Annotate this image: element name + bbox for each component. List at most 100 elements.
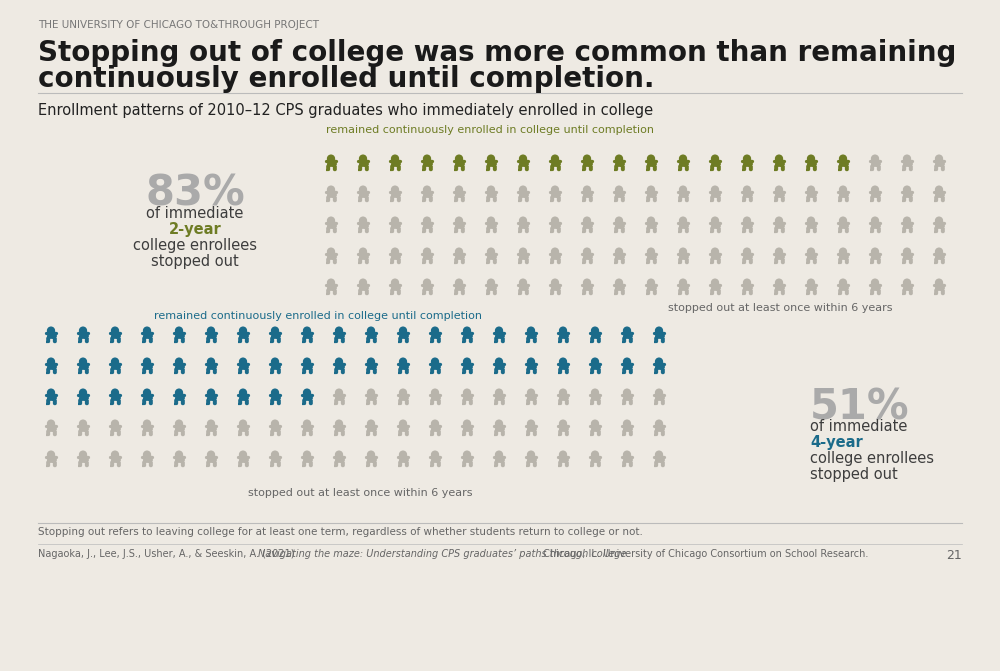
Circle shape bbox=[368, 451, 374, 458]
Circle shape bbox=[176, 420, 182, 427]
Circle shape bbox=[840, 186, 846, 193]
Bar bbox=[48, 424, 54, 429]
Text: of immediate: of immediate bbox=[146, 206, 244, 221]
Circle shape bbox=[488, 279, 494, 286]
Circle shape bbox=[336, 420, 342, 427]
Circle shape bbox=[584, 186, 590, 193]
Bar bbox=[712, 190, 718, 195]
Bar bbox=[592, 455, 598, 460]
Circle shape bbox=[680, 155, 686, 162]
Circle shape bbox=[240, 389, 246, 396]
Circle shape bbox=[392, 155, 398, 162]
Bar bbox=[328, 221, 334, 226]
Circle shape bbox=[456, 217, 462, 224]
Bar bbox=[808, 221, 814, 226]
Circle shape bbox=[400, 389, 406, 396]
Bar bbox=[368, 424, 374, 429]
Bar bbox=[680, 252, 686, 258]
Bar bbox=[80, 455, 86, 460]
Circle shape bbox=[432, 327, 438, 334]
Circle shape bbox=[328, 279, 334, 286]
Bar bbox=[48, 362, 54, 368]
Circle shape bbox=[616, 217, 622, 224]
Bar bbox=[392, 190, 398, 195]
Bar bbox=[328, 252, 334, 258]
Circle shape bbox=[272, 389, 278, 396]
Bar bbox=[904, 252, 910, 258]
Bar bbox=[496, 331, 502, 336]
Circle shape bbox=[488, 186, 494, 193]
Bar bbox=[584, 283, 590, 289]
Bar bbox=[656, 393, 662, 399]
Circle shape bbox=[872, 279, 878, 286]
Bar bbox=[744, 159, 750, 164]
Circle shape bbox=[48, 389, 54, 396]
Bar bbox=[744, 252, 750, 258]
Circle shape bbox=[936, 217, 942, 224]
Circle shape bbox=[904, 279, 910, 286]
Bar bbox=[464, 362, 470, 368]
Bar bbox=[840, 221, 846, 226]
Circle shape bbox=[456, 248, 462, 255]
Bar bbox=[776, 252, 782, 258]
Bar bbox=[488, 159, 494, 164]
Text: 21: 21 bbox=[946, 549, 962, 562]
Bar bbox=[272, 455, 278, 460]
Circle shape bbox=[624, 327, 630, 334]
Bar bbox=[336, 362, 342, 368]
Text: 83%: 83% bbox=[145, 173, 245, 215]
Bar bbox=[464, 455, 470, 460]
Text: Nagaoka, J., Lee, J.S., Usher, A., & Seeskin, A. (2021): Nagaoka, J., Lee, J.S., Usher, A., & See… bbox=[38, 549, 298, 559]
Bar bbox=[144, 331, 150, 336]
Circle shape bbox=[528, 451, 534, 458]
Bar bbox=[336, 455, 342, 460]
Bar bbox=[648, 190, 654, 195]
Circle shape bbox=[656, 389, 662, 396]
Bar bbox=[904, 159, 910, 164]
Circle shape bbox=[80, 451, 86, 458]
Bar bbox=[936, 159, 942, 164]
Circle shape bbox=[360, 155, 366, 162]
Bar bbox=[240, 455, 246, 460]
Bar bbox=[776, 283, 782, 289]
Bar bbox=[208, 455, 214, 460]
Circle shape bbox=[144, 358, 150, 365]
Bar bbox=[680, 190, 686, 195]
Circle shape bbox=[368, 420, 374, 427]
Circle shape bbox=[936, 186, 942, 193]
Circle shape bbox=[616, 248, 622, 255]
Bar bbox=[872, 252, 878, 258]
Text: stopped out at least once within 6 years: stopped out at least once within 6 years bbox=[248, 488, 472, 498]
Bar bbox=[328, 190, 334, 195]
Circle shape bbox=[648, 217, 654, 224]
Bar bbox=[552, 221, 558, 226]
Circle shape bbox=[592, 327, 598, 334]
Circle shape bbox=[528, 327, 534, 334]
Circle shape bbox=[552, 217, 558, 224]
Circle shape bbox=[328, 186, 334, 193]
Bar bbox=[176, 393, 182, 399]
Circle shape bbox=[328, 217, 334, 224]
Bar bbox=[464, 331, 470, 336]
Circle shape bbox=[656, 451, 662, 458]
Circle shape bbox=[808, 186, 814, 193]
Text: stopped out at least once within 6 years: stopped out at least once within 6 years bbox=[668, 303, 892, 313]
Bar bbox=[808, 252, 814, 258]
Bar bbox=[808, 283, 814, 289]
Bar bbox=[616, 159, 622, 164]
Circle shape bbox=[112, 420, 118, 427]
Bar bbox=[112, 393, 118, 399]
Bar bbox=[528, 393, 534, 399]
Text: 2-year: 2-year bbox=[169, 222, 221, 237]
Circle shape bbox=[400, 451, 406, 458]
Bar bbox=[392, 159, 398, 164]
Circle shape bbox=[872, 186, 878, 193]
Bar bbox=[616, 190, 622, 195]
Circle shape bbox=[584, 155, 590, 162]
Bar bbox=[488, 283, 494, 289]
Bar bbox=[48, 455, 54, 460]
Circle shape bbox=[840, 279, 846, 286]
Circle shape bbox=[144, 389, 150, 396]
Bar bbox=[368, 362, 374, 368]
Bar bbox=[840, 252, 846, 258]
